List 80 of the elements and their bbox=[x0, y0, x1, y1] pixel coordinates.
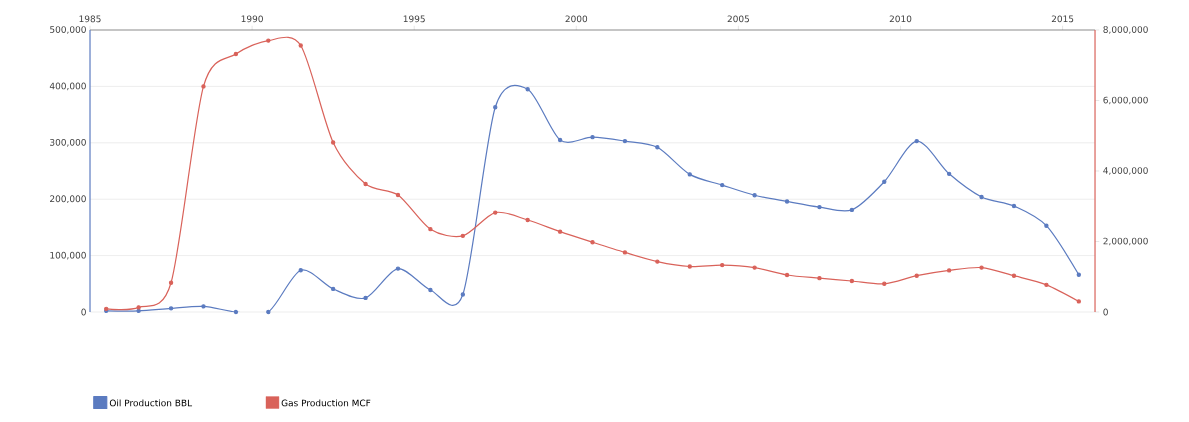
x-tick-label: 1995 bbox=[403, 15, 425, 23]
point bbox=[557, 137, 563, 143]
point bbox=[817, 275, 822, 281]
x-tick-label: 2010 bbox=[889, 15, 912, 23]
y-tick-label: 0 bbox=[81, 308, 86, 316]
point bbox=[493, 210, 498, 215]
y-tick-label: 200,000 bbox=[50, 195, 86, 204]
point bbox=[233, 309, 239, 315]
point bbox=[428, 287, 433, 293]
point bbox=[201, 304, 206, 309]
point bbox=[1076, 299, 1081, 304]
x-tick-label: 2005 bbox=[727, 15, 750, 23]
point bbox=[914, 138, 919, 144]
point bbox=[784, 199, 790, 204]
point bbox=[493, 105, 498, 110]
point bbox=[136, 305, 141, 310]
point bbox=[687, 172, 692, 177]
point bbox=[687, 264, 692, 269]
point bbox=[525, 217, 530, 223]
y-tick-label: 500,000 bbox=[50, 26, 86, 34]
point bbox=[168, 306, 174, 311]
point bbox=[590, 240, 595, 245]
point bbox=[460, 233, 466, 239]
y-tick-label: 400,000 bbox=[49, 82, 86, 91]
point bbox=[428, 226, 433, 232]
y2-tick-label: 4,000,000 bbox=[1103, 167, 1148, 175]
point bbox=[168, 280, 174, 285]
point bbox=[914, 273, 919, 278]
point bbox=[979, 194, 984, 200]
y2-tick-label: 0 bbox=[1103, 308, 1108, 316]
point bbox=[266, 309, 271, 315]
point bbox=[590, 134, 595, 140]
point bbox=[882, 179, 887, 184]
x-tick-label: 2015 bbox=[1051, 15, 1074, 23]
point bbox=[395, 266, 401, 271]
point bbox=[330, 140, 336, 145]
y-tick-label: 100,000 bbox=[50, 251, 86, 260]
point bbox=[622, 138, 628, 144]
point bbox=[330, 286, 336, 292]
point bbox=[979, 265, 984, 270]
point bbox=[298, 43, 303, 48]
x-tick-label: 2000 bbox=[565, 15, 588, 23]
x-tick-label: 1985 bbox=[79, 15, 101, 23]
legend-label: Gas Production MCF bbox=[281, 399, 371, 407]
point bbox=[946, 268, 952, 273]
point bbox=[395, 192, 401, 198]
x-tick-label: 1990 bbox=[241, 15, 263, 23]
point bbox=[363, 295, 368, 301]
point bbox=[233, 51, 239, 57]
point bbox=[1044, 223, 1049, 228]
point bbox=[752, 193, 757, 198]
point bbox=[460, 292, 466, 297]
point bbox=[298, 268, 303, 273]
point bbox=[849, 207, 855, 213]
point bbox=[849, 278, 855, 284]
point bbox=[752, 265, 757, 270]
y2-tick-label: 6,000,000 bbox=[1103, 96, 1148, 105]
point bbox=[817, 204, 822, 210]
point bbox=[720, 262, 725, 268]
point bbox=[557, 229, 563, 234]
point bbox=[1076, 272, 1081, 277]
point bbox=[1011, 203, 1017, 209]
point bbox=[655, 145, 660, 150]
point bbox=[363, 181, 368, 187]
point bbox=[946, 171, 952, 177]
point bbox=[1011, 273, 1017, 278]
point bbox=[266, 38, 271, 43]
point bbox=[622, 250, 628, 255]
y2-tick-label: 2,000,000 bbox=[1103, 237, 1148, 246]
point bbox=[720, 182, 725, 188]
y-tick-label: 300,000 bbox=[50, 138, 86, 147]
point bbox=[525, 87, 530, 92]
point bbox=[1044, 282, 1049, 288]
point bbox=[784, 272, 790, 278]
point bbox=[655, 259, 660, 264]
legend-label: Oil Production BBL bbox=[109, 399, 193, 407]
point bbox=[882, 281, 887, 286]
point bbox=[201, 84, 206, 89]
point bbox=[136, 308, 141, 314]
y2-tick-label: 8,000,000 bbox=[1103, 26, 1148, 34]
